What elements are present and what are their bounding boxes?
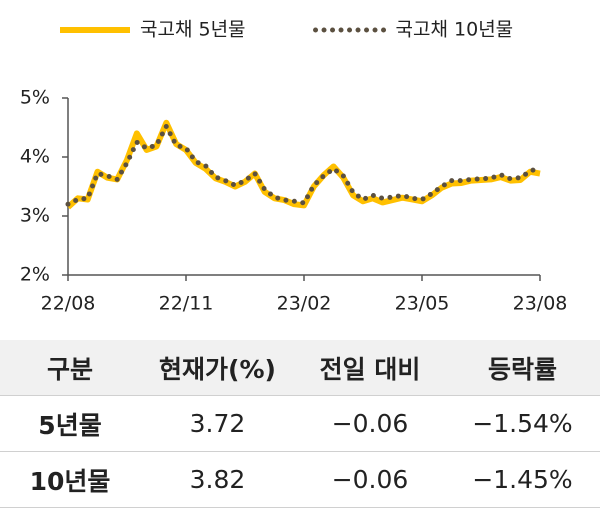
table-cell: 3.82 bbox=[140, 451, 295, 508]
table-cell: 10년물 bbox=[0, 451, 140, 508]
table-cell: 등락률 bbox=[445, 340, 600, 396]
series-line bbox=[65, 120, 543, 207]
table-row: 구분 현재가(%) 전일 대비 등락률 bbox=[0, 340, 600, 396]
table-row: 10년물 3.82 −0.06 −1.45% bbox=[0, 451, 600, 508]
y-tick-label: 4% bbox=[20, 146, 50, 168]
y-tick-label: 5% bbox=[20, 87, 50, 109]
table-cell: 5년물 bbox=[0, 395, 140, 452]
chart: 2% 3% 4% 5% 22/08 22/11 23/02 23/05 23/08 국고채 5년물… bbox=[20, 19, 568, 315]
x-tick-label: 22/11 bbox=[159, 293, 214, 315]
legend-label: 국고채 5년물 bbox=[140, 19, 246, 41]
price-table: 구분 현재가(%) 전일 대비 등락률 5년물 3.72 −0.06 −1.54% 10년물 3.… bbox=[0, 340, 600, 508]
table-cell: −1.54% bbox=[445, 395, 600, 452]
table-cell: 구분 bbox=[0, 340, 140, 396]
legend-label: 국고채 10년물 bbox=[396, 19, 514, 41]
table-cell: 현재가(%) bbox=[140, 340, 295, 396]
x-tick-label: 23/02 bbox=[277, 293, 332, 315]
table-cell: −0.06 bbox=[295, 395, 445, 452]
series-line bbox=[65, 119, 541, 210]
y-tick-label: 2% bbox=[20, 264, 50, 286]
x-tick-label: 22/08 bbox=[41, 293, 96, 315]
table-cell: 전일 대비 bbox=[295, 340, 445, 396]
y-tick-label: 3% bbox=[20, 205, 50, 227]
x-tick-label: 23/05 bbox=[395, 293, 450, 315]
table-cell: −0.06 bbox=[295, 451, 445, 508]
x-tick-label: 23/08 bbox=[513, 293, 568, 315]
table-cell: −1.45% bbox=[445, 451, 600, 508]
table-cell: 3.72 bbox=[140, 395, 295, 452]
table-row: 5년물 3.72 −0.06 −1.54% bbox=[0, 395, 600, 452]
